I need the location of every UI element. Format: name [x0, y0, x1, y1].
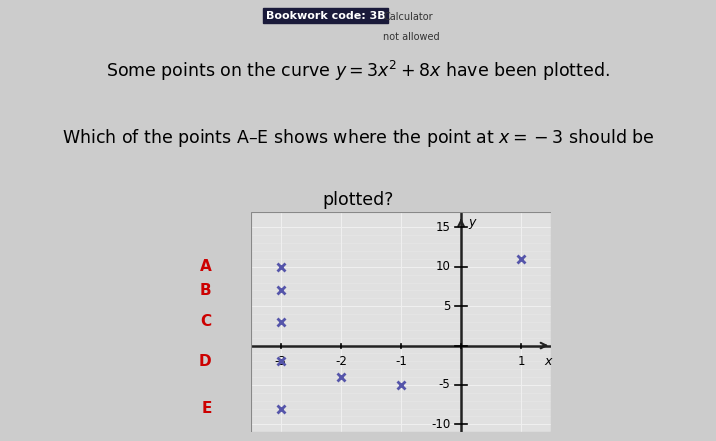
Text: -5: -5: [438, 378, 450, 392]
Text: 5: 5: [443, 300, 450, 313]
Text: -1: -1: [395, 355, 407, 368]
Text: Bookwork code: 3B: Bookwork code: 3B: [266, 11, 386, 21]
Text: -3: -3: [275, 355, 286, 368]
Text: C: C: [200, 314, 212, 329]
Text: Which of the points A–E shows where the point at $x = -3$ should be: Which of the points A–E shows where the …: [62, 127, 654, 149]
Text: B: B: [200, 283, 212, 298]
Text: -2: -2: [335, 355, 347, 368]
Text: 1: 1: [518, 355, 525, 368]
Text: not allowed: not allowed: [383, 32, 440, 42]
Text: 10: 10: [435, 260, 450, 273]
Text: E: E: [201, 401, 212, 416]
Text: D: D: [199, 354, 212, 369]
Text: x: x: [545, 355, 552, 368]
Text: A: A: [200, 259, 212, 274]
Text: plotted?: plotted?: [322, 191, 394, 209]
Text: Some points on the curve $y = 3x^2 + 8x$ have been plotted.: Some points on the curve $y = 3x^2 + 8x$…: [106, 59, 610, 83]
Text: Calculator: Calculator: [383, 11, 432, 22]
Text: y: y: [468, 217, 475, 229]
Text: 15: 15: [435, 221, 450, 234]
Text: -10: -10: [431, 418, 450, 431]
